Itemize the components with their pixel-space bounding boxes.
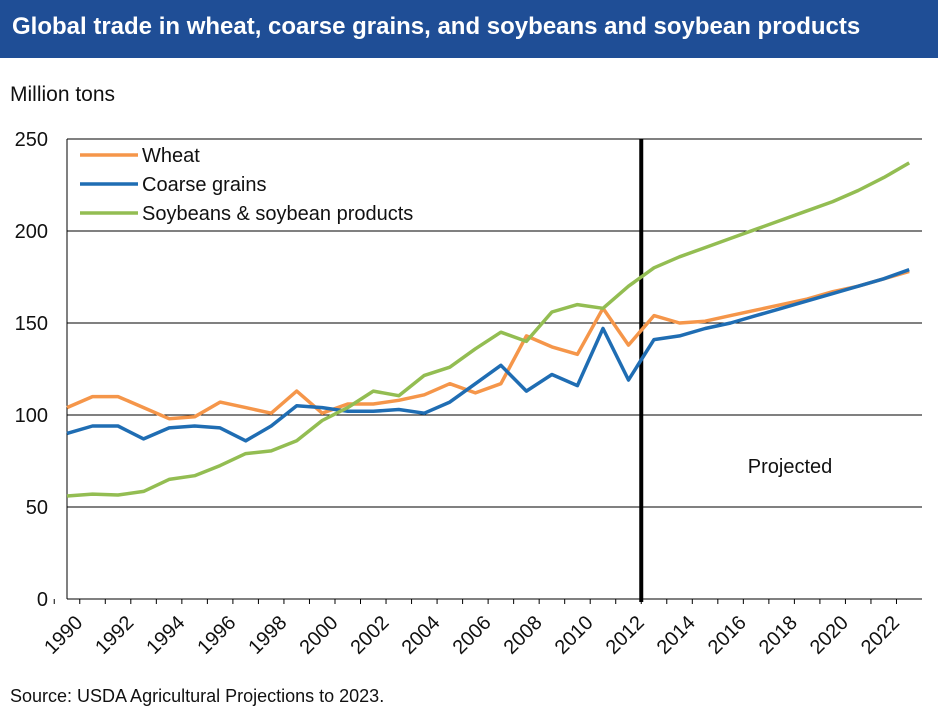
chart-title: Global trade in wheat, coarse grains, an…	[12, 13, 861, 40]
x-tick-label: 2006	[449, 612, 496, 659]
x-tick-label: 2012	[602, 612, 649, 659]
y-tick-label: 150	[15, 313, 48, 335]
y-tick-label: 250	[15, 129, 48, 151]
x-tick-label: 2016	[704, 612, 751, 659]
title-bar: Global trade in wheat, coarse grains, an…	[0, 0, 938, 58]
x-tick-label: 2020	[806, 612, 853, 659]
y-tick-label: 0	[37, 589, 48, 611]
legend-label-coarse-grains: Coarse grains	[142, 174, 267, 196]
source-note: Source: USDA Agricultural Projections to…	[10, 686, 385, 706]
wheat-line	[66, 269, 910, 421]
legend-label-wheat: Wheat	[142, 145, 200, 167]
legend-label-soybeans: Soybeans & soybean products	[142, 203, 413, 225]
x-tick-label: 2008	[500, 612, 547, 659]
x-tick-label: 1990	[40, 612, 87, 659]
x-tick-label: 2002	[347, 612, 394, 659]
x-tick-label: 1998	[244, 612, 291, 659]
x-tick-label: 2000	[295, 612, 342, 659]
x-tick-label: 1992	[91, 612, 138, 659]
y-tick-label: 50	[26, 497, 48, 519]
projected-label: Projected	[748, 456, 833, 478]
y-tick-label: 100	[15, 405, 48, 427]
x-tick-label: 2014	[653, 612, 700, 659]
y-axis-label: Million tons	[10, 83, 116, 106]
x-tick-label: 1996	[193, 612, 240, 659]
x-tick-label: 2022	[857, 612, 904, 659]
x-tick-label: 2010	[551, 612, 598, 659]
x-tick-label: 2018	[755, 612, 802, 659]
coarse-grains-line	[66, 267, 910, 443]
x-tick-label: 2004	[398, 612, 445, 659]
x-tick-label: 1994	[142, 612, 189, 659]
soybeans-line	[66, 161, 911, 498]
y-tick-label: 200	[15, 221, 48, 243]
